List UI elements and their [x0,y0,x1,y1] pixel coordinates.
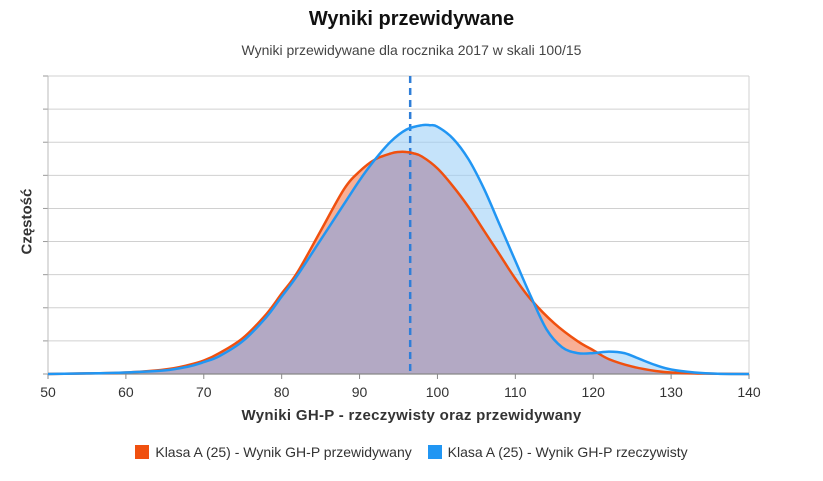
x-tick-label: 80 [274,384,290,400]
axes [47,76,749,375]
legend-swatch-actual [427,445,442,459]
legend-label-predicted: Klasa A (25) - Wynik GH-P przewidywany [155,444,412,460]
series-areas [48,124,749,374]
x-tick-labels: 50 60 70 80 90 100 110 120 130 140 [40,374,761,400]
x-tick-label: 90 [352,384,368,400]
x-tick-label: 60 [118,384,134,400]
x-tick-label: 130 [659,384,683,400]
series-overlap [48,151,749,374]
x-tick-label: 100 [426,384,450,400]
legend: Klasa A (25) - Wynik GH-P przewidywany K… [0,444,823,462]
chart-title: Wyniki przewidywane [308,8,515,30]
x-tick-label: 140 [737,384,761,400]
x-tick-label: 120 [582,384,606,400]
chart-plot: 50 60 70 80 90 100 110 120 130 140 [40,75,761,400]
x-tick-label: 70 [196,384,212,400]
series-line-1 [47,123,750,376]
x-axis-label: Wyniki GH-P - rzeczywisty oraz przewidyw… [241,407,582,424]
legend-swatch-predicted [135,445,150,459]
series-line-0 [47,150,750,376]
legend-item-actual[interactable]: Klasa A (25) - Wynik GH-P rzeczywisty [427,444,688,460]
legend-item-predicted[interactable]: Klasa A (25) - Wynik GH-P przewidywany [135,444,412,460]
legend-label-actual: Klasa A (25) - Wynik GH-P rzeczywisty [447,444,688,460]
x-tick-label: 50 [40,384,56,400]
x-tick-label: 110 [504,384,527,400]
chart-subtitle: Wyniki przewidywane dla rocznika 2017 w … [241,42,582,58]
series-lines [47,123,750,376]
